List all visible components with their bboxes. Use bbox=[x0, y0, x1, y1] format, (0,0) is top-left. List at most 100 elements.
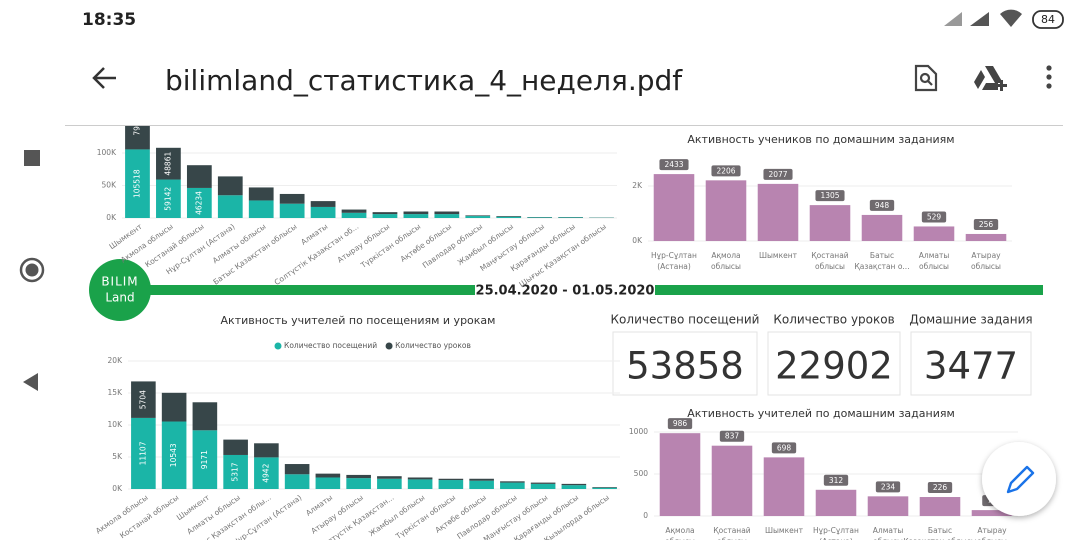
y-tick-label: 0K bbox=[106, 213, 117, 222]
bar-segment bbox=[469, 478, 494, 481]
bar-segment bbox=[186, 187, 212, 218]
back-button[interactable] bbox=[92, 67, 116, 89]
bar-segment bbox=[310, 206, 336, 218]
logo bbox=[89, 259, 151, 321]
bar-segment bbox=[186, 165, 212, 188]
bar-segment bbox=[156, 147, 181, 180]
chart-title: Активность учителей по домашним заданиям bbox=[687, 407, 955, 420]
data-label: 2077 bbox=[768, 170, 787, 179]
bar-segment bbox=[407, 479, 433, 489]
data-label-box bbox=[927, 482, 953, 494]
data-label: 1305 bbox=[820, 191, 839, 200]
x-tick-label: Батыс Қазақстан о... bbox=[854, 251, 909, 271]
y-tick-label: 5K bbox=[112, 452, 123, 461]
bar bbox=[913, 226, 955, 241]
bar-segment bbox=[372, 212, 398, 215]
bar-segment bbox=[377, 476, 402, 479]
x-tick-label: Шымкент bbox=[765, 526, 804, 535]
bar bbox=[815, 489, 857, 516]
y-tick-label: 0K bbox=[632, 236, 643, 245]
data-label: 5704 bbox=[138, 390, 147, 409]
bar-segment bbox=[465, 215, 491, 217]
y-tick-label: 100K bbox=[97, 148, 117, 157]
data-label: 837 bbox=[725, 432, 740, 441]
data-label: 10543 bbox=[169, 443, 178, 467]
data-label: 105518 bbox=[132, 169, 141, 198]
data-label-box bbox=[869, 199, 895, 211]
bar-segment bbox=[161, 392, 187, 422]
bar-segment bbox=[346, 474, 371, 479]
bar-segment bbox=[469, 480, 494, 489]
bar-segment bbox=[403, 211, 429, 215]
more-menu[interactable] bbox=[1046, 65, 1052, 89]
legend-label: Количество уроков bbox=[395, 341, 471, 350]
bar-segment bbox=[125, 149, 150, 218]
bar bbox=[711, 445, 753, 516]
y-tick-label: 500 bbox=[634, 469, 649, 478]
data-label: 46234 bbox=[194, 191, 203, 215]
data-label: 2433 bbox=[664, 160, 683, 169]
bar-segment bbox=[403, 214, 429, 218]
bar-segment bbox=[223, 439, 248, 455]
document-title: bilimland_статистика_4_неделя.pdf bbox=[165, 64, 683, 97]
bar-segment bbox=[407, 477, 433, 480]
bar-segment bbox=[496, 216, 522, 218]
bar-segment bbox=[254, 457, 279, 489]
legend-swatch bbox=[385, 342, 393, 350]
status-icons bbox=[944, 9, 1022, 27]
data-label-box bbox=[667, 418, 693, 430]
bar bbox=[653, 174, 695, 241]
bar-segment bbox=[434, 214, 460, 218]
bar-segment bbox=[223, 454, 248, 489]
bar bbox=[965, 233, 1007, 241]
bar-segment bbox=[192, 430, 218, 489]
kpi-label: Количество посещений bbox=[611, 313, 760, 327]
logo-text: BILIM bbox=[101, 275, 138, 289]
bar-segment bbox=[125, 126, 150, 150]
bar-segment bbox=[341, 212, 367, 218]
data-label: 529 bbox=[927, 212, 942, 221]
bar-segment bbox=[217, 176, 243, 196]
kpi-value: 3477 bbox=[924, 345, 1018, 388]
nav-back[interactable] bbox=[23, 373, 38, 391]
logo-text: Land bbox=[105, 291, 134, 305]
bar-segment bbox=[530, 483, 556, 489]
battery-level: 84 bbox=[1041, 13, 1055, 26]
bar-segment bbox=[377, 478, 402, 489]
drive-add[interactable] bbox=[974, 66, 1007, 91]
kpi-value: 22902 bbox=[775, 345, 893, 388]
bar bbox=[659, 433, 701, 516]
data-label: 948 bbox=[875, 201, 890, 210]
battery bbox=[1032, 10, 1064, 29]
y-tick-label: 15K bbox=[108, 388, 124, 397]
data-label: 698 bbox=[777, 443, 792, 452]
bar-segment bbox=[500, 482, 525, 489]
edit-fab[interactable] bbox=[982, 442, 1056, 516]
status-time: 18:35 bbox=[82, 10, 136, 30]
data-label: 256 bbox=[979, 220, 994, 229]
data-label: 11107 bbox=[138, 441, 147, 465]
search-in-doc[interactable] bbox=[914, 64, 938, 92]
bar bbox=[763, 457, 805, 516]
data-label-box bbox=[763, 168, 793, 180]
data-label: 5317 bbox=[231, 462, 240, 481]
data-label: 9171 bbox=[200, 450, 209, 469]
nav-home[interactable] bbox=[19, 257, 45, 283]
y-tick-label: 20K bbox=[108, 356, 124, 365]
chart-title: Активность учеников по домашним заданиям bbox=[687, 133, 954, 146]
nav-recents[interactable] bbox=[24, 150, 40, 166]
bar bbox=[861, 214, 903, 241]
y-tick-label: 0 bbox=[643, 511, 648, 520]
bar-segment bbox=[530, 482, 556, 484]
bar bbox=[867, 496, 909, 516]
bar-segment bbox=[434, 211, 460, 215]
bar-segment bbox=[131, 381, 156, 418]
bar-segment bbox=[279, 203, 305, 218]
bar-segment bbox=[527, 217, 553, 218]
legend-swatch bbox=[274, 342, 282, 350]
bar-segment bbox=[465, 216, 491, 218]
data-label: 4942 bbox=[261, 463, 270, 482]
